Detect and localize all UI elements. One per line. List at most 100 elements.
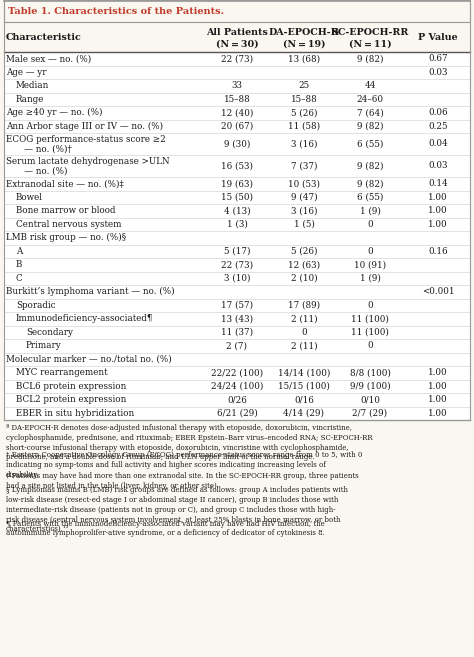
- Text: 6 (55): 6 (55): [357, 193, 383, 202]
- Text: (N = 30): (N = 30): [216, 39, 258, 48]
- Text: 5 (17): 5 (17): [224, 247, 250, 256]
- Text: 10 (53): 10 (53): [288, 179, 320, 189]
- Text: 0: 0: [301, 328, 307, 337]
- Text: 9 (82): 9 (82): [357, 162, 383, 171]
- Bar: [4, 79, 470, 93]
- Text: 16 (53): 16 (53): [221, 162, 253, 171]
- Text: Bone marrow or blood: Bone marrow or blood: [16, 206, 116, 215]
- Bar: [4, 258, 470, 271]
- Text: 0.06: 0.06: [428, 108, 448, 117]
- Text: Molecular marker — no./total no. (%): Molecular marker — no./total no. (%): [6, 355, 172, 364]
- Text: 24/24 (100): 24/24 (100): [211, 382, 263, 391]
- Text: 3 (16): 3 (16): [291, 206, 317, 215]
- Text: 10 (91): 10 (91): [354, 260, 386, 269]
- Text: Table 1. Characteristics of the Patients.: Table 1. Characteristics of the Patients…: [8, 7, 224, 16]
- Text: MYC rearrangement: MYC rearrangement: [16, 369, 108, 377]
- Text: 11 (100): 11 (100): [351, 314, 389, 323]
- Text: (N = 11): (N = 11): [349, 39, 392, 48]
- Text: 44: 44: [364, 81, 376, 90]
- Text: 20 (67): 20 (67): [221, 122, 253, 131]
- Text: 0: 0: [367, 219, 373, 229]
- Text: 0.03: 0.03: [428, 162, 448, 171]
- Text: 9 (82): 9 (82): [357, 55, 383, 63]
- Text: ‡ Patients may have had more than one extranodal site. In the SC-EPOCH-RR group,: ‡ Patients may have had more than one ex…: [6, 472, 359, 489]
- Text: Ann Arbor stage III or IV — no. (%): Ann Arbor stage III or IV — no. (%): [6, 122, 163, 131]
- Text: 0.16: 0.16: [428, 247, 448, 256]
- Text: 8/8 (100): 8/8 (100): [349, 369, 391, 377]
- Text: 2 (11): 2 (11): [291, 341, 317, 350]
- Text: BCL6 protein expression: BCL6 protein expression: [16, 382, 127, 391]
- Text: 25: 25: [299, 81, 310, 90]
- Text: EBER in situ hybridization: EBER in situ hybridization: [16, 409, 134, 418]
- Text: 1.00: 1.00: [428, 369, 448, 377]
- Text: Central nervous system: Central nervous system: [16, 219, 121, 229]
- Text: 2 (10): 2 (10): [291, 274, 317, 283]
- Text: Male sex — no. (%): Male sex — no. (%): [6, 55, 91, 63]
- Text: 1 (9): 1 (9): [360, 274, 381, 283]
- Text: 2/7 (29): 2/7 (29): [353, 409, 388, 418]
- Text: ¶ Patients with the immunodeficiency-associated variant may have had HIV infecti: ¶ Patients with the immunodeficiency-ass…: [6, 520, 325, 537]
- Text: 5 (26): 5 (26): [291, 108, 317, 117]
- Text: Range: Range: [16, 95, 45, 104]
- Bar: [4, 22, 470, 52]
- Text: 13 (43): 13 (43): [221, 314, 253, 323]
- Text: 0.04: 0.04: [428, 139, 448, 148]
- Text: 0: 0: [367, 341, 373, 350]
- Bar: [4, 217, 470, 231]
- Bar: [4, 366, 470, 380]
- Bar: [4, 177, 470, 191]
- Text: 0.25: 0.25: [428, 122, 448, 131]
- Text: 0: 0: [367, 301, 373, 309]
- Text: 1 (9): 1 (9): [360, 206, 381, 215]
- Text: Immunodeficiency-associated¶: Immunodeficiency-associated¶: [16, 314, 154, 323]
- Text: 4 (13): 4 (13): [224, 206, 250, 215]
- Text: 0/10: 0/10: [360, 396, 380, 404]
- Bar: [4, 312, 470, 325]
- Text: 1 (5): 1 (5): [293, 219, 314, 229]
- Text: 0.03: 0.03: [428, 68, 448, 77]
- Text: 13 (68): 13 (68): [288, 55, 320, 63]
- Text: 0.67: 0.67: [428, 55, 448, 63]
- Text: 4/14 (29): 4/14 (29): [283, 409, 325, 418]
- Text: <0.001: <0.001: [422, 287, 454, 296]
- Bar: [4, 204, 470, 217]
- Text: 19 (63): 19 (63): [221, 179, 253, 189]
- Text: 7 (64): 7 (64): [356, 108, 383, 117]
- Bar: [4, 325, 470, 339]
- Text: 0: 0: [367, 247, 373, 256]
- Text: ª DA-EPOCH-R denotes dose-adjusted infusional therapy with etoposide, doxorubici: ª DA-EPOCH-R denotes dose-adjusted infus…: [6, 424, 373, 461]
- Text: 9/9 (100): 9/9 (100): [350, 382, 390, 391]
- Text: 11 (100): 11 (100): [351, 328, 389, 337]
- Text: 11 (37): 11 (37): [221, 328, 253, 337]
- Text: Extranodal site — no. (%)‡: Extranodal site — no. (%)‡: [6, 179, 124, 189]
- Bar: [4, 0, 470, 22]
- Text: 2 (7): 2 (7): [227, 341, 247, 350]
- Text: 15–88: 15–88: [291, 95, 318, 104]
- Text: 17 (57): 17 (57): [221, 301, 253, 309]
- Bar: [4, 133, 470, 155]
- Text: 1.00: 1.00: [428, 409, 448, 418]
- Text: § Lymphomas malins B (LMB) risk groups are defined as follows: group A includes : § Lymphomas malins B (LMB) risk groups a…: [6, 486, 348, 533]
- Text: — no. (%): — no. (%): [16, 166, 67, 175]
- Bar: [4, 52, 470, 66]
- Text: Age ≥40 yr — no. (%): Age ≥40 yr — no. (%): [6, 108, 102, 118]
- Text: 24–60: 24–60: [356, 95, 383, 104]
- Text: 15/15 (100): 15/15 (100): [278, 382, 330, 391]
- Bar: [4, 353, 470, 366]
- Text: Sporadic: Sporadic: [16, 301, 55, 309]
- Text: Bowel: Bowel: [16, 193, 43, 202]
- Text: Secondary: Secondary: [26, 328, 73, 337]
- Text: 1.00: 1.00: [428, 382, 448, 391]
- Text: 11 (58): 11 (58): [288, 122, 320, 131]
- Text: DA-EPOCH-R: DA-EPOCH-R: [269, 28, 339, 37]
- Text: 0.14: 0.14: [428, 179, 448, 189]
- Text: SC-EPOCH-RR: SC-EPOCH-RR: [331, 28, 409, 37]
- Text: P Value: P Value: [418, 32, 458, 41]
- Bar: [4, 106, 470, 120]
- Text: 5 (26): 5 (26): [291, 247, 317, 256]
- Bar: [4, 380, 470, 393]
- Text: ECOG performance-status score ≥2: ECOG performance-status score ≥2: [6, 135, 166, 144]
- Text: BCL2 protein expression: BCL2 protein expression: [16, 396, 127, 404]
- Text: Serum lactate dehydrogenase >ULN: Serum lactate dehydrogenase >ULN: [6, 156, 170, 166]
- Text: (N = 19): (N = 19): [283, 39, 325, 48]
